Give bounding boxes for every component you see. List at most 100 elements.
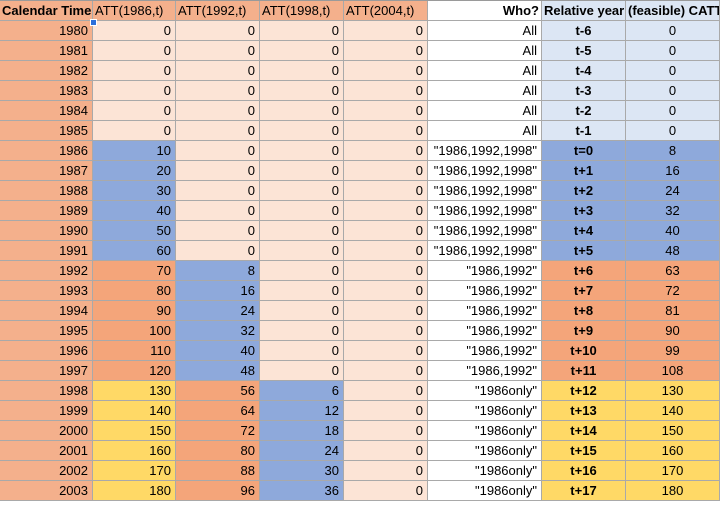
att-2004-cell[interactable]: 0 bbox=[344, 201, 428, 221]
att-1992-cell[interactable]: 72 bbox=[176, 421, 260, 441]
header-relative-year[interactable]: Relative year bbox=[542, 1, 626, 21]
att-1992-cell[interactable]: 0 bbox=[176, 101, 260, 121]
att-1992-cell[interactable]: 0 bbox=[176, 21, 260, 41]
relative-year-cell[interactable]: t+6 bbox=[542, 261, 626, 281]
att-2004-cell[interactable]: 0 bbox=[344, 221, 428, 241]
att-1992-cell[interactable]: 0 bbox=[176, 181, 260, 201]
catt-cell[interactable]: 170 bbox=[626, 461, 720, 481]
who-cell[interactable]: "1986,1992" bbox=[428, 281, 542, 301]
calendar-year-cell[interactable]: 2001 bbox=[0, 441, 93, 461]
att-1992-cell[interactable]: 56 bbox=[176, 381, 260, 401]
catt-cell[interactable]: 8 bbox=[626, 141, 720, 161]
att-1992-cell[interactable]: 0 bbox=[176, 201, 260, 221]
calendar-year-cell[interactable]: 1988 bbox=[0, 181, 93, 201]
who-cell[interactable]: All bbox=[428, 41, 542, 61]
att-2004-cell[interactable]: 0 bbox=[344, 141, 428, 161]
who-cell[interactable]: "1986only" bbox=[428, 401, 542, 421]
calendar-year-cell[interactable]: 1997 bbox=[0, 361, 93, 381]
calendar-year-cell[interactable]: 2000 bbox=[0, 421, 93, 441]
catt-cell[interactable]: 63 bbox=[626, 261, 720, 281]
calendar-year-cell[interactable]: 1983 bbox=[0, 81, 93, 101]
who-cell[interactable]: All bbox=[428, 61, 542, 81]
calendar-year-cell[interactable]: 1991 bbox=[0, 241, 93, 261]
calendar-year-cell[interactable]: 1980 bbox=[0, 21, 93, 41]
att-2004-cell[interactable]: 0 bbox=[344, 81, 428, 101]
att-1992-cell[interactable]: 16 bbox=[176, 281, 260, 301]
who-cell[interactable]: All bbox=[428, 81, 542, 101]
catt-cell[interactable]: 150 bbox=[626, 421, 720, 441]
catt-cell[interactable]: 24 bbox=[626, 181, 720, 201]
relative-year-cell[interactable]: t+4 bbox=[542, 221, 626, 241]
att-1986-cell[interactable]: 60 bbox=[93, 241, 176, 261]
who-cell[interactable]: "1986,1992" bbox=[428, 341, 542, 361]
att-1986-cell[interactable]: 0 bbox=[93, 61, 176, 81]
calendar-year-cell[interactable]: 1998 bbox=[0, 381, 93, 401]
att-2004-cell[interactable]: 0 bbox=[344, 441, 428, 461]
calendar-year-cell[interactable]: 1999 bbox=[0, 401, 93, 421]
att-1986-cell[interactable]: 150 bbox=[93, 421, 176, 441]
att-1986-cell[interactable]: 10 bbox=[93, 141, 176, 161]
att-1992-cell[interactable]: 40 bbox=[176, 341, 260, 361]
att-1986-cell[interactable]: 120 bbox=[93, 361, 176, 381]
att-1986-cell[interactable]: 160 bbox=[93, 441, 176, 461]
relative-year-cell[interactable]: t+1 bbox=[542, 161, 626, 181]
calendar-year-cell[interactable]: 1986 bbox=[0, 141, 93, 161]
calendar-year-cell[interactable]: 1992 bbox=[0, 261, 93, 281]
catt-cell[interactable]: 40 bbox=[626, 221, 720, 241]
att-1986-cell[interactable]: 140 bbox=[93, 401, 176, 421]
att-1992-cell[interactable]: 0 bbox=[176, 161, 260, 181]
who-cell[interactable]: "1986,1992" bbox=[428, 361, 542, 381]
att-1986-cell[interactable]: 50 bbox=[93, 221, 176, 241]
catt-cell[interactable]: 0 bbox=[626, 41, 720, 61]
att-2004-cell[interactable]: 0 bbox=[344, 481, 428, 501]
att-1998-cell[interactable]: 0 bbox=[260, 321, 344, 341]
catt-cell[interactable]: 0 bbox=[626, 61, 720, 81]
att-1998-cell[interactable]: 0 bbox=[260, 301, 344, 321]
att-1992-cell[interactable]: 48 bbox=[176, 361, 260, 381]
att-1998-cell[interactable]: 0 bbox=[260, 81, 344, 101]
att-1986-cell[interactable]: 0 bbox=[93, 81, 176, 101]
relative-year-cell[interactable]: t-5 bbox=[542, 41, 626, 61]
att-1998-cell[interactable]: 0 bbox=[260, 181, 344, 201]
att-1986-cell[interactable]: 0 bbox=[93, 21, 176, 41]
who-cell[interactable]: "1986only" bbox=[428, 461, 542, 481]
who-cell[interactable]: All bbox=[428, 21, 542, 41]
catt-cell[interactable]: 180 bbox=[626, 481, 720, 501]
att-1986-cell[interactable]: 80 bbox=[93, 281, 176, 301]
att-1986-cell[interactable]: 170 bbox=[93, 461, 176, 481]
att-1992-cell[interactable]: 8 bbox=[176, 261, 260, 281]
relative-year-cell[interactable]: t-2 bbox=[542, 101, 626, 121]
att-1998-cell[interactable]: 0 bbox=[260, 21, 344, 41]
att-1986-cell[interactable]: 30 bbox=[93, 181, 176, 201]
att-1986-cell[interactable]: 90 bbox=[93, 301, 176, 321]
calendar-year-cell[interactable]: 1996 bbox=[0, 341, 93, 361]
att-2004-cell[interactable]: 0 bbox=[344, 41, 428, 61]
catt-cell[interactable]: 72 bbox=[626, 281, 720, 301]
who-cell[interactable]: All bbox=[428, 101, 542, 121]
att-2004-cell[interactable]: 0 bbox=[344, 421, 428, 441]
att-2004-cell[interactable]: 0 bbox=[344, 261, 428, 281]
header-att-1992[interactable]: ATT(1992,t) bbox=[176, 1, 260, 21]
relative-year-cell[interactable]: t+11 bbox=[542, 361, 626, 381]
header-who[interactable]: Who? bbox=[428, 1, 542, 21]
catt-cell[interactable]: 0 bbox=[626, 101, 720, 121]
relative-year-cell[interactable]: t+5 bbox=[542, 241, 626, 261]
att-2004-cell[interactable]: 0 bbox=[344, 341, 428, 361]
selection-fill-handle[interactable] bbox=[90, 19, 97, 26]
catt-cell[interactable]: 160 bbox=[626, 441, 720, 461]
calendar-year-cell[interactable]: 1981 bbox=[0, 41, 93, 61]
relative-year-cell[interactable]: t+7 bbox=[542, 281, 626, 301]
header-att-1986[interactable]: ATT(1986,t) bbox=[93, 1, 176, 21]
att-2004-cell[interactable]: 0 bbox=[344, 361, 428, 381]
att-2004-cell[interactable]: 0 bbox=[344, 321, 428, 341]
att-1986-cell[interactable]: 0 bbox=[93, 101, 176, 121]
who-cell[interactable]: "1986only" bbox=[428, 381, 542, 401]
relative-year-cell[interactable]: t=0 bbox=[542, 141, 626, 161]
who-cell[interactable]: "1986only" bbox=[428, 421, 542, 441]
att-1992-cell[interactable]: 0 bbox=[176, 121, 260, 141]
relative-year-cell[interactable]: t+17 bbox=[542, 481, 626, 501]
who-cell[interactable]: "1986,1992,1998" bbox=[428, 141, 542, 161]
calendar-year-cell[interactable]: 1995 bbox=[0, 321, 93, 341]
att-1998-cell[interactable]: 24 bbox=[260, 441, 344, 461]
att-1986-cell[interactable]: 100 bbox=[93, 321, 176, 341]
